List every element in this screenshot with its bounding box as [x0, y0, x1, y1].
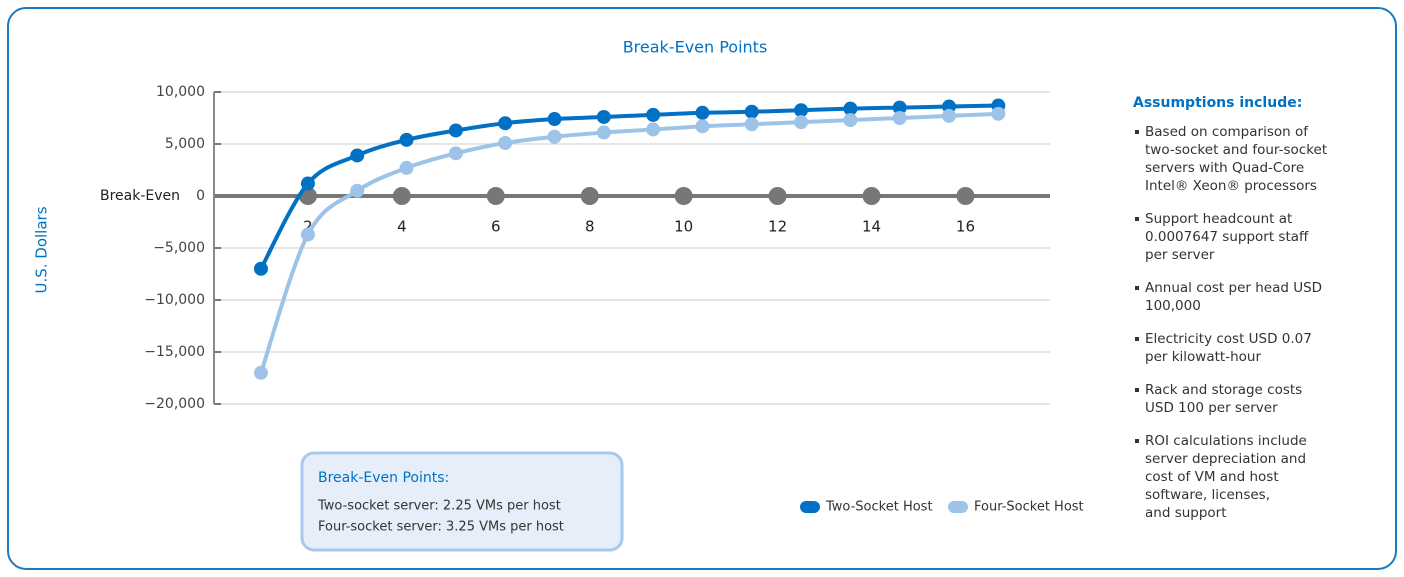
x-tick-label: 16: [956, 218, 975, 236]
series-point: [695, 119, 710, 134]
series-point: [547, 112, 562, 127]
zero-label: Break-Even: [100, 188, 180, 204]
y-tick-label: −5,000: [153, 240, 205, 256]
series-point: [399, 160, 414, 175]
frame: [7, 7, 1397, 570]
break-even-marker: [486, 187, 505, 205]
assumption-line: and support: [1145, 505, 1227, 521]
series-point: [794, 103, 809, 118]
info-title: Break-Even Points:: [318, 470, 449, 486]
y-tick-label: 5,000: [165, 136, 205, 152]
x-tick-label: 14: [862, 218, 881, 236]
break-even-marker: [674, 187, 693, 205]
assumption-line: Rack and storage costs: [1145, 382, 1302, 398]
x-tick-label: 12: [768, 218, 787, 236]
legend-swatch: [948, 501, 968, 513]
series-point: [300, 176, 315, 191]
series-point: [498, 135, 513, 150]
assumption-line: 100,000: [1145, 298, 1201, 314]
legend-label: Two-Socket Host: [825, 500, 933, 515]
break-even-marker: [956, 187, 975, 205]
series-line: [259, 103, 999, 270]
series-point: [744, 117, 759, 132]
series-point: [892, 100, 907, 115]
assumption-line: USD 100 per server: [1145, 400, 1278, 416]
bullet: [1135, 388, 1139, 392]
series-point: [843, 101, 858, 116]
break-even-marker: [580, 187, 599, 205]
y-tick-label: −10,000: [144, 292, 205, 308]
series-point: [843, 113, 858, 128]
assumption-line: 0.0007647 support staff: [1145, 229, 1309, 245]
bullet: [1135, 337, 1139, 341]
assumption-line: Electricity cost USD 0.07: [1145, 331, 1312, 347]
assumption-line: per kilowatt-hour: [1145, 349, 1261, 365]
series-point: [350, 183, 365, 198]
series-point: [547, 129, 562, 144]
x-tick-label: 4: [397, 218, 407, 236]
info-box: [300, 451, 624, 552]
series-point: [350, 148, 365, 163]
y-tick-label: 0: [196, 188, 205, 204]
series-point: [744, 104, 759, 119]
x-tick-label: 6: [491, 218, 501, 236]
assumption-line: Based on comparison of: [1145, 124, 1309, 140]
assumption-line: ROI calculations include: [1145, 433, 1307, 449]
y-tick-label: −15,000: [144, 344, 205, 360]
series-point: [596, 109, 611, 124]
series-point: [991, 106, 1006, 121]
x-tick-label: 8: [585, 218, 595, 236]
assumptions-title: Assumptions include:: [1133, 95, 1302, 111]
bullet: [1135, 217, 1139, 221]
chart-title: Break-Even Points: [623, 38, 768, 57]
series-point: [300, 227, 315, 242]
assumption-line: server depreciation and: [1145, 451, 1306, 467]
bullet: [1135, 439, 1139, 443]
bullet: [1135, 286, 1139, 290]
y-tick-label: −20,000: [144, 396, 205, 412]
legend-swatch: [800, 501, 820, 513]
series-point: [498, 116, 513, 131]
x-tick-label: 2: [303, 218, 313, 236]
y-tick-label: 10,000: [156, 84, 205, 100]
assumption-line: cost of VM and host: [1145, 469, 1279, 485]
x-tick-label: 10: [674, 218, 693, 236]
assumption-line: software, licenses,: [1145, 487, 1270, 503]
break-even-marker: [392, 187, 411, 205]
assumption-line: Annual cost per head USD: [1145, 280, 1322, 296]
info-line: Four-socket server: 3.25 VMs per host: [318, 520, 564, 535]
series-point: [942, 108, 957, 123]
bullet: [1135, 130, 1139, 134]
break-even-marker: [862, 187, 881, 205]
series-point: [596, 125, 611, 140]
assumption-line: per server: [1145, 247, 1215, 263]
series-point: [253, 261, 268, 276]
series-point: [646, 107, 661, 122]
assumption-line: Intel® Xeon® processors: [1145, 178, 1317, 194]
y-axis-title: U.S. Dollars: [33, 206, 51, 293]
series-point: [695, 105, 710, 120]
series-point: [253, 365, 268, 380]
assumption-line: servers with Quad-Core: [1145, 160, 1304, 176]
series-point: [794, 115, 809, 130]
series-point: [892, 111, 907, 125]
assumption-line: two-socket and four-socket: [1145, 142, 1327, 158]
series-point: [448, 146, 463, 161]
break-even-marker: [768, 187, 787, 205]
series-point: [399, 132, 414, 147]
info-line: Two-socket server: 2.25 VMs per host: [317, 499, 561, 514]
legend-label: Four-Socket Host: [974, 500, 1084, 515]
series-point: [448, 123, 463, 138]
series-point: [646, 122, 661, 137]
assumption-line: Support headcount at: [1145, 211, 1292, 227]
